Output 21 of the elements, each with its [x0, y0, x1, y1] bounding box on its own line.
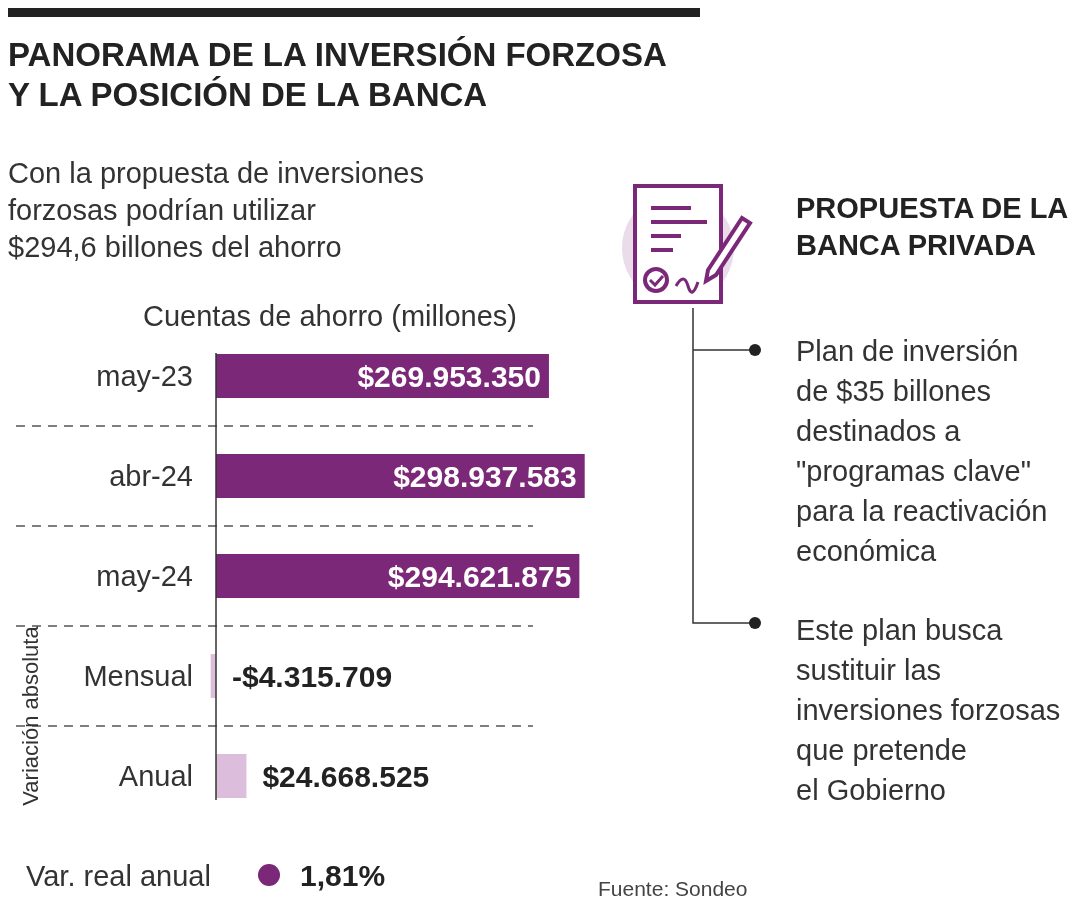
data-label: $269.953.350	[357, 359, 541, 393]
text: 1,81%	[300, 859, 386, 892]
bar	[216, 754, 247, 798]
y-tick-label: Mensual	[83, 660, 193, 693]
chart-subtitle: Con la propuesta de inversiones forzosas podrían utilizar $294,6 billones del ahorro	[8, 157, 424, 263]
y-tick-label: Anual	[118, 760, 193, 793]
text: Este plan busca sustituir las inversiones forzosas que pretende el Gobierno	[796, 614, 1061, 806]
text: Var. real anual	[26, 860, 211, 892]
data-label: $294.621.875	[387, 559, 572, 593]
source-note: Fuente: Sondeo	[598, 877, 748, 900]
text: PROPUESTA DE LA BANCA PRIVADA	[796, 192, 1069, 261]
x-axis-title: Cuentas de ahorro (millones)	[143, 300, 517, 332]
data-label: $24.668.525	[262, 759, 430, 793]
text: Plan de inversión de $35 billones destinados a "programas clave" para la reactivación económica	[796, 335, 1048, 567]
text: Variación absoluta	[18, 625, 43, 806]
y-tick-label: abr-24	[109, 460, 193, 493]
y-tick-label: may-23	[96, 360, 193, 393]
data-label: -$4.315.709	[232, 659, 393, 693]
chart-title: PANORAMA DE LA INVERSIÓN FORZOSA Y LA POSICIÓN DE LA BANCA	[8, 36, 667, 113]
data-label: $298.937.583	[393, 459, 577, 493]
y-tick-label: may-24	[96, 560, 193, 593]
